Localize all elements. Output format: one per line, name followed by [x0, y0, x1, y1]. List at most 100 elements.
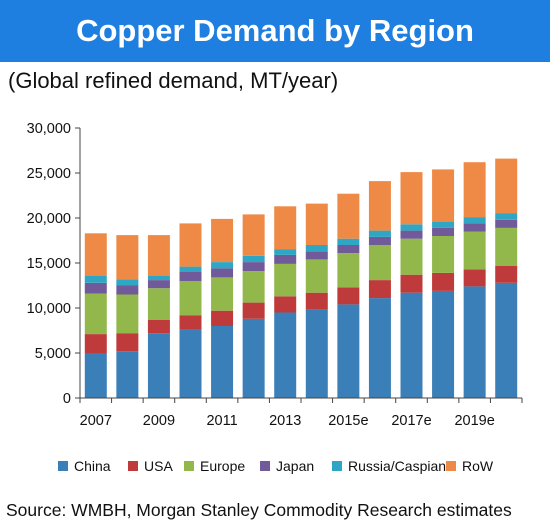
bar-japan-2012	[242, 262, 265, 272]
bar-china-2012	[242, 318, 265, 398]
bar-usa-2009	[147, 319, 170, 334]
bar-europe-2016e	[368, 245, 391, 281]
bar-row-2009	[147, 235, 170, 276]
bar-usa-2015e	[337, 287, 360, 305]
bar-row-2017e	[400, 172, 423, 225]
bar-europe-2008	[116, 294, 139, 334]
legend-label: Europe	[200, 458, 245, 474]
bar-europe-2011	[211, 277, 234, 311]
bar-usa-2008	[116, 333, 139, 352]
bar-china-2010	[179, 329, 202, 398]
bar-russia-caspian-2010	[179, 266, 202, 272]
bar-row-2012	[242, 214, 265, 256]
legend-label: USA	[144, 458, 173, 474]
bar-europe-2010	[179, 281, 202, 316]
bar-japan-2011	[211, 268, 234, 278]
bar-japan-2009	[147, 280, 170, 289]
x-tick-label: 2011	[206, 413, 237, 429]
bar-usa-2011	[211, 310, 234, 326]
legend-swatch	[260, 461, 270, 471]
bar-europe-2015e	[337, 253, 360, 288]
bar-russia-caspian-2008	[116, 279, 139, 286]
legend-swatch	[332, 461, 342, 471]
bar-usa-2012	[242, 302, 265, 319]
y-axis: 0 5,000 10,000 15,000 20,000 25,000 30,000	[27, 121, 81, 407]
bar-russia-caspian-2018e	[432, 221, 455, 228]
x-tick-label: 2017e	[391, 413, 431, 429]
bar-china-2017e	[400, 292, 423, 398]
bar-japan-2019e	[463, 223, 486, 232]
bar-europe-2009	[147, 288, 170, 320]
source-note: Source: WMBH, Morgan Stanley Commodity R…	[6, 500, 512, 520]
x-tick-label: 2013	[269, 413, 301, 429]
bar-usa-2017e	[400, 274, 423, 293]
bar-japan-2018e	[432, 227, 455, 236]
bar-russia-caspian-2009	[147, 275, 170, 281]
bar-russia-caspian-2020e	[495, 213, 518, 220]
x-tick-label: 2019e	[454, 413, 494, 429]
legend-swatch	[446, 461, 456, 471]
legend: China USA Europe Japan Russia/Caspian RoW	[58, 458, 494, 474]
bar-russia-caspian-2019e	[463, 217, 486, 224]
bar-japan-2017e	[400, 230, 423, 239]
bar-row-2015e	[337, 193, 360, 239]
bar-russia-caspian-2017e	[400, 224, 423, 231]
bar-russia-caspian-2013	[274, 249, 297, 255]
bar-china-2015e	[337, 304, 360, 398]
bar-china-2019e	[463, 286, 486, 398]
bar-europe-2012	[242, 271, 265, 303]
bar-row-2010	[179, 223, 202, 267]
chart-subtitle: (Global refined demand, MT/year)	[8, 68, 339, 93]
bar-europe-2019e	[463, 231, 486, 270]
bar-europe-2018e	[432, 236, 455, 273]
bars-group	[84, 158, 518, 398]
x-tick-label: 2007	[80, 413, 112, 429]
bar-japan-2015e	[337, 245, 360, 254]
x-tick-label: 2015e	[328, 413, 368, 429]
bar-china-2013	[274, 312, 297, 398]
y-tick-label: 0	[63, 391, 71, 407]
bar-row-2019e	[463, 162, 486, 218]
stacked-bar-chart: 0 5,000 10,000 15,000 20,000 25,000 30,000 200…	[27, 121, 523, 474]
legend-swatch	[184, 461, 194, 471]
x-axis: 2007 2009 2011 2013 2015e 2017e 2019e	[79, 397, 523, 429]
bar-china-2016e	[368, 298, 391, 398]
bar-row-2016e	[368, 181, 391, 231]
bar-china-2014	[305, 309, 328, 398]
bar-japan-2020e	[495, 219, 518, 228]
bar-row-2008	[116, 235, 139, 280]
legend-swatch	[58, 461, 68, 471]
bar-usa-2016e	[368, 280, 391, 299]
y-tick-label: 20,000	[27, 211, 71, 227]
bar-russia-caspian-2016e	[368, 230, 391, 237]
bar-usa-2013	[274, 296, 297, 313]
bar-usa-2007	[84, 334, 107, 354]
bar-japan-2013	[274, 254, 297, 264]
y-tick-label: 10,000	[27, 301, 71, 317]
bar-china-2018e	[432, 290, 455, 398]
bar-russia-caspian-2012	[242, 255, 265, 263]
bar-japan-2016e	[368, 236, 391, 245]
bar-row-2013	[274, 206, 297, 250]
bar-row-2020e	[495, 158, 518, 214]
bar-usa-2014	[305, 292, 328, 310]
y-tick-label: 30,000	[27, 121, 71, 137]
bar-japan-2007	[84, 282, 107, 294]
bar-china-2009	[147, 333, 170, 398]
bar-europe-2020e	[495, 227, 518, 266]
legend-label: Russia/Caspian	[348, 458, 446, 474]
bar-row-2007	[84, 233, 107, 276]
bar-russia-caspian-2014	[305, 245, 328, 252]
bar-japan-2008	[116, 285, 139, 295]
chart-title: Copper Demand by Region	[76, 13, 474, 48]
bar-china-2008	[116, 351, 139, 398]
bar-russia-caspian-2015e	[337, 238, 360, 245]
bar-china-2007	[84, 353, 107, 398]
bar-china-2011	[211, 326, 234, 398]
bar-japan-2010	[179, 272, 202, 281]
y-tick-label: 5,000	[35, 346, 71, 362]
bar-usa-2020e	[495, 265, 518, 283]
title-banner: Copper Demand by Region	[0, 0, 550, 62]
y-tick-label: 25,000	[27, 166, 71, 182]
bar-row-2014	[305, 203, 328, 245]
